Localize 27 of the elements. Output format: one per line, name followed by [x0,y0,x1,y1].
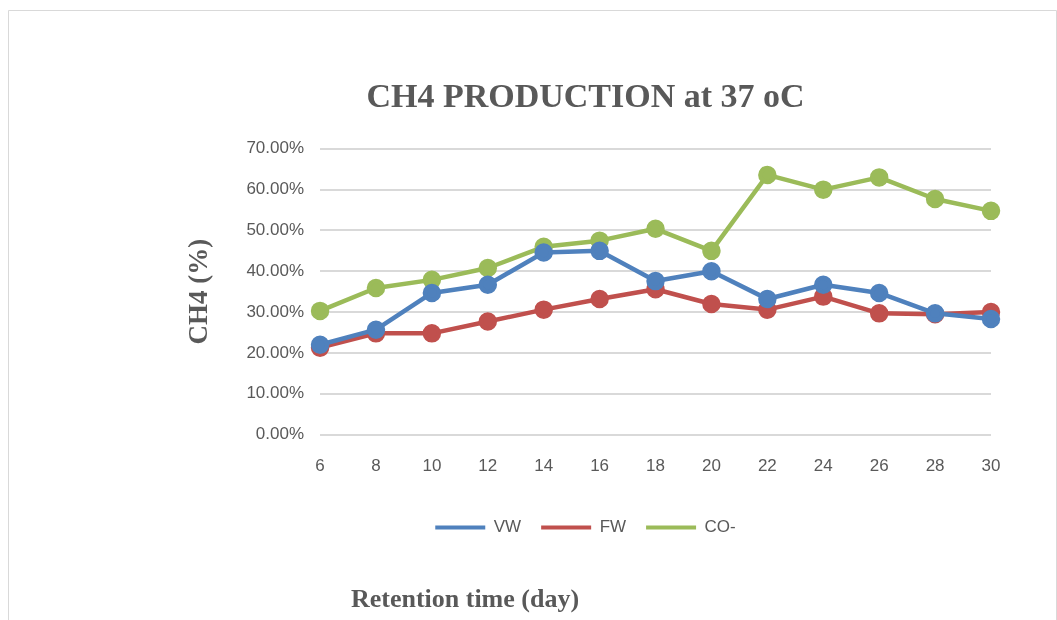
y-tick-label: 30.00% [246,301,305,321]
chart-title: CH4 PRODUCTION at 37 oC [366,77,805,115]
x-tick-label: 30 [981,456,1001,476]
y-tick-label: 10.00% [246,383,305,403]
y-tick-label: 50.00% [246,220,305,240]
legend-label: VW [493,517,522,537]
y-tick-label: 20.00% [246,342,305,362]
x-tick-label: 22 [757,456,777,476]
x-tick-label: 12 [478,456,498,476]
legend-label: FW [599,517,627,537]
x-tick-label: 6 [315,456,325,476]
y-axis-title: CH4 (%) [183,238,214,345]
y-tick-label: 40.00% [246,260,305,280]
x-tick-label: 20 [701,456,721,476]
legend-label: CO- [704,517,736,537]
x-tick-label: 26 [869,456,889,476]
y-tick-label: 60.00% [246,179,305,199]
x-tick-label: 14 [534,456,554,476]
x-tick-label: 18 [646,456,665,476]
x-axis-title: Retention time (day) [350,583,580,613]
x-tick-label: 8 [371,456,381,476]
x-tick-label: 24 [813,456,833,476]
x-tick-label: 16 [590,456,610,476]
y-tick-label: 70.00% [246,138,305,158]
x-tick-label: 10 [422,456,442,476]
x-tick-label: 28 [925,456,945,476]
y-tick-label: 0.00% [255,424,305,444]
